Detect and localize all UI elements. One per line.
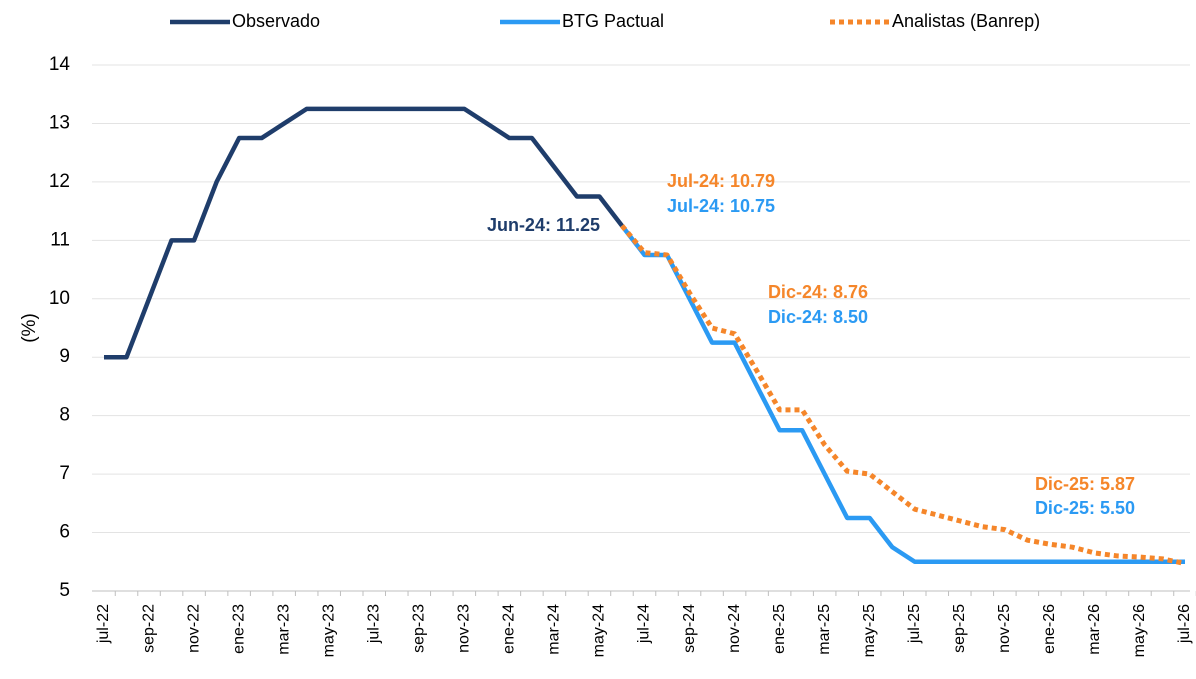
x-tick-label: jul-25 [906,604,923,644]
x-tick-label: mar-26 [1086,604,1103,655]
x-tick-label: may-23 [320,604,337,657]
x-tick-label: nov-22 [185,604,202,653]
annotation: Dic-24: 8.76 [768,282,868,302]
y-tick-label: 12 [49,171,70,192]
y-tick-label: 14 [49,54,71,75]
y-tick-label: 6 [59,522,70,543]
x-tick-label: may-26 [1131,604,1148,657]
x-tick-label: mar-25 [816,604,833,655]
annotation: Dic-25: 5.87 [1035,474,1135,494]
x-tick-label: sep-25 [951,604,968,653]
x-tick-label: ene-23 [230,604,247,654]
x-tick-label: may-25 [861,604,878,657]
y-tick-label: 11 [50,229,70,250]
x-tick-label: ene-24 [501,604,518,654]
x-tick-label: ene-25 [771,604,788,654]
annotation: Jul-24: 10.75 [667,196,775,216]
y-tick-label: 9 [59,346,70,367]
x-tick-label: nov-23 [456,604,473,653]
y-tick-label: 8 [59,405,70,426]
annotation: Jun-24: 11.25 [487,215,600,235]
x-tick-label: jul-26 [1176,604,1193,644]
x-tick-label: may-24 [591,604,608,657]
x-tick-label: jul-24 [636,604,653,644]
annotation: Jul-24: 10.79 [667,171,775,191]
legend-label: Observado [232,11,320,31]
x-tick-label: sep-22 [140,604,157,653]
x-tick-label: sep-23 [411,604,428,653]
x-tick-label: mar-24 [546,604,563,655]
series-line [620,224,1185,565]
y-tick-label: 13 [49,112,70,133]
y-axis-label: (%) [19,313,40,343]
legend-label: BTG Pactual [562,11,664,31]
x-tick-label: jul-23 [365,604,382,644]
legend-label: Analistas (Banrep) [892,11,1040,31]
series-line [104,106,624,360]
x-tick-label: mar-23 [275,604,292,655]
x-tick-label: nov-24 [726,604,743,653]
x-tick-label: sep-24 [681,604,698,653]
series-line [620,224,1186,566]
x-tick-label: ene-26 [1041,604,1058,654]
y-tick-label: 10 [49,288,70,309]
annotation: Dic-25: 5.50 [1035,498,1135,518]
y-tick-label: 7 [59,463,70,484]
y-tick-label: 5 [59,580,70,601]
annotation: Dic-24: 8.50 [768,307,868,327]
x-tick-label: nov-25 [996,604,1013,653]
x-tick-label: jul-22 [95,604,112,644]
